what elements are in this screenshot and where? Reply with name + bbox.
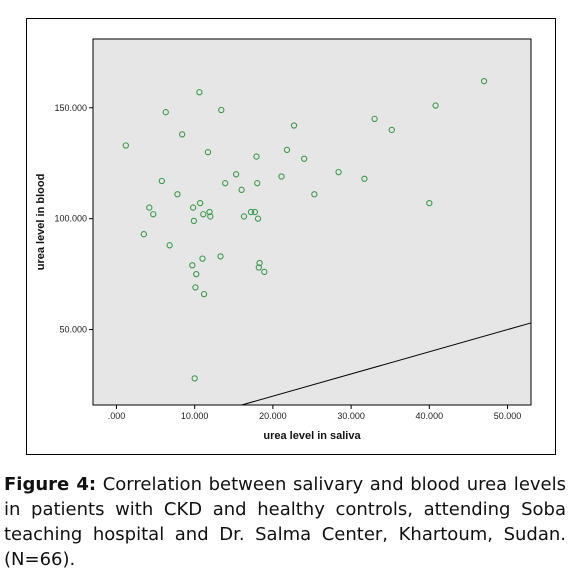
x-tick-label: 50.000 bbox=[494, 411, 522, 421]
data-point bbox=[197, 199, 204, 207]
data-point bbox=[189, 204, 197, 211]
data-point bbox=[222, 180, 229, 187]
data-point bbox=[256, 259, 263, 267]
data-point bbox=[162, 109, 169, 116]
x-tick-label: 30.000 bbox=[337, 411, 365, 421]
identity-reference-line bbox=[241, 322, 532, 406]
data-point bbox=[361, 175, 368, 182]
y-tick-label: 100.000 bbox=[54, 214, 87, 224]
data-points bbox=[122, 77, 488, 382]
data-point bbox=[122, 142, 129, 149]
data-point bbox=[426, 199, 433, 207]
figure-caption: Figure 4: Correlation between salivary a… bbox=[4, 472, 566, 572]
data-point bbox=[179, 131, 186, 138]
data-point bbox=[192, 284, 199, 291]
data-point bbox=[158, 177, 165, 185]
data-point bbox=[301, 155, 308, 162]
data-point bbox=[190, 217, 198, 225]
data-point bbox=[311, 191, 318, 198]
data-point bbox=[191, 375, 198, 382]
data-point bbox=[217, 253, 224, 260]
data-point bbox=[371, 115, 378, 123]
data-point bbox=[255, 264, 262, 271]
data-point bbox=[261, 268, 268, 276]
x-tick-label: 20.000 bbox=[259, 411, 287, 421]
data-point bbox=[388, 126, 395, 134]
x-tick-label: 10.000 bbox=[181, 411, 209, 421]
data-point bbox=[189, 262, 196, 269]
data-point bbox=[254, 180, 261, 187]
data-point bbox=[283, 146, 291, 154]
data-point bbox=[206, 208, 213, 216]
data-point bbox=[200, 290, 208, 298]
y-tick-label: 150.000 bbox=[54, 103, 87, 113]
y-tick-label: 50.000 bbox=[59, 325, 87, 335]
x-tick-label: 40.000 bbox=[416, 411, 444, 421]
data-point bbox=[240, 213, 248, 220]
scatter-chart: .000 10.000 20.000 30.000 40.000 50.000 50.00… bbox=[35, 38, 532, 442]
data-point bbox=[251, 208, 259, 216]
data-point bbox=[199, 255, 206, 262]
data-point bbox=[480, 77, 488, 85]
data-point bbox=[238, 186, 245, 193]
caption-label: Figure 4: bbox=[4, 474, 97, 495]
data-point bbox=[290, 122, 298, 129]
data-point bbox=[218, 106, 225, 114]
data-point bbox=[196, 89, 203, 96]
data-point bbox=[200, 211, 207, 218]
data-point bbox=[146, 204, 153, 211]
data-point bbox=[174, 191, 181, 198]
data-point bbox=[193, 270, 200, 278]
data-point bbox=[204, 148, 212, 156]
data-point bbox=[247, 208, 255, 216]
y-axis-label: urea level in blood bbox=[35, 174, 47, 271]
data-point bbox=[232, 171, 240, 178]
y-axis-ticks: 50.000 100.000 150.000 bbox=[54, 103, 93, 335]
caption-text: Correlation between salivary and blood u… bbox=[4, 474, 566, 570]
data-point bbox=[335, 168, 342, 176]
x-axis-ticks: .000 10.000 20.000 30.000 40.000 50.000 bbox=[108, 405, 522, 421]
data-point bbox=[278, 173, 285, 180]
x-tick-label: .000 bbox=[108, 411, 126, 421]
data-point bbox=[253, 153, 260, 160]
data-point bbox=[254, 215, 262, 222]
data-point bbox=[150, 211, 157, 218]
data-point bbox=[432, 102, 439, 109]
data-point bbox=[140, 231, 147, 238]
x-axis-label: urea level in saliva bbox=[263, 430, 361, 442]
reference-line-layer bbox=[241, 322, 532, 406]
data-point bbox=[166, 242, 173, 249]
data-point bbox=[207, 213, 214, 220]
plot-area bbox=[92, 38, 532, 406]
